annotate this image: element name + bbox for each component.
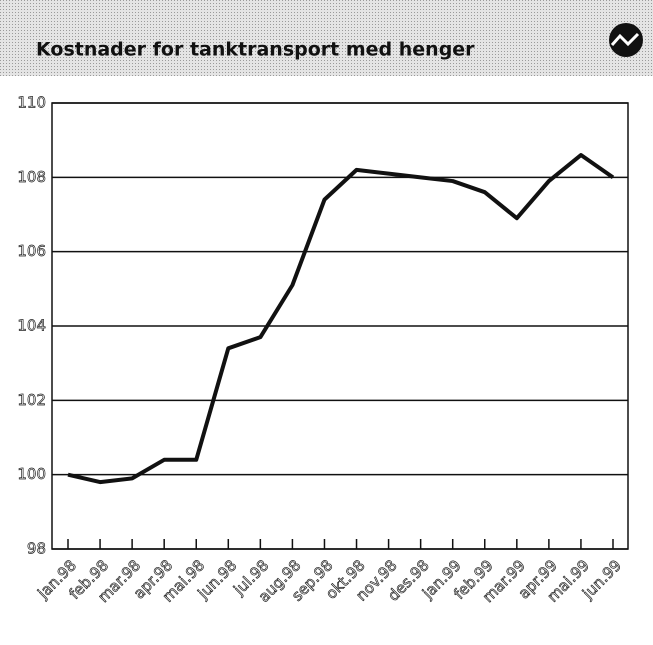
logo-icon — [609, 23, 643, 57]
y-tick-label: 102 — [17, 391, 46, 409]
y-tick-label: 108 — [17, 168, 46, 186]
y-tick-label: 98 — [27, 540, 46, 558]
header-band — [0, 0, 653, 76]
y-tick-label: 106 — [17, 242, 46, 260]
line — [67, 153, 615, 485]
y-tick-label: 100 — [17, 465, 46, 483]
y-tick-label: 104 — [17, 317, 46, 335]
chart-title: Kostnader for tanktransport med henger — [36, 39, 475, 61]
y-tick-label: 110 — [17, 94, 46, 112]
